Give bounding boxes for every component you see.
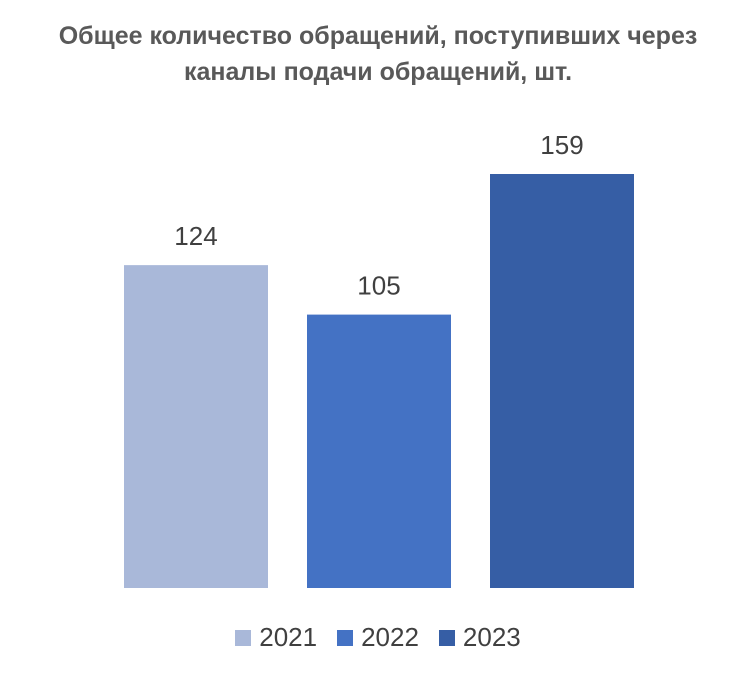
legend-label-2022: 2022	[361, 622, 419, 652]
chart-title: Общее количество обращений, поступивших …	[0, 18, 756, 90]
legend-item-2022: 2022	[337, 622, 419, 653]
data-label-2021: 124	[174, 221, 217, 251]
legend-swatch-2021	[235, 629, 252, 646]
chart-legend: 2021 2022 2023	[0, 622, 756, 653]
data-label-2022: 105	[357, 271, 400, 301]
legend-item-2023: 2023	[438, 622, 521, 653]
bar-2021	[124, 265, 268, 588]
legend-item-2021: 2021	[235, 622, 317, 653]
data-label-2023: 159	[540, 130, 583, 160]
chart-title-line-2: каналы подачи обращений, шт.	[183, 58, 573, 86]
bar-2023	[490, 174, 634, 588]
bar-2022	[307, 314, 451, 588]
chart-title-line-1: Общее количество обращений, поступивших …	[58, 22, 698, 50]
legend-label-2023: 2023	[462, 622, 521, 652]
legend-swatch-2022	[337, 629, 354, 646]
legend-swatch-2023	[438, 629, 455, 646]
legend-label-2021: 2021	[259, 622, 318, 652]
